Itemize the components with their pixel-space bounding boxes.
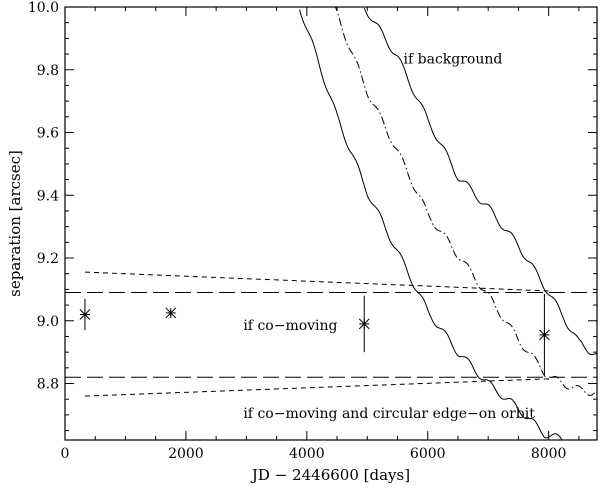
x-tick-label: 6000 — [410, 446, 446, 462]
series-line-solid — [299, 9, 563, 440]
data-point — [165, 307, 177, 319]
series-line-short-dashed — [84, 271, 549, 292]
annotation-label: if co−moving — [243, 318, 337, 334]
data-point — [539, 294, 550, 376]
y-axis-label: separation [arcsec] — [6, 150, 24, 297]
y-tick-label: 9.8 — [37, 63, 59, 79]
annotation-label: if co−moving and circular edge−on orbit — [243, 406, 535, 422]
x-axis-label: JD − 2446600 [days] — [250, 466, 410, 484]
series-line-short-dashed — [84, 378, 549, 397]
y-tick-label: 9.6 — [37, 126, 59, 142]
annotation-label: if background — [404, 51, 503, 67]
y-tick-label: 9.4 — [37, 188, 59, 204]
series-line-dash-dot — [334, 7, 597, 396]
y-tick-label: 9.2 — [37, 251, 59, 267]
plot-frame — [64, 6, 598, 441]
plot-layer — [65, 7, 597, 440]
x-tick-label: 2000 — [168, 446, 204, 462]
data-point — [358, 295, 370, 353]
y-tick-label: 9.0 — [37, 314, 59, 330]
y-tick-label: 10.0 — [28, 0, 59, 16]
x-tick-label: 4000 — [289, 446, 325, 462]
x-tick-label: 0 — [61, 446, 70, 462]
axes-layer: 0 2000 4000 6000 8000 8.8 9.0 9.2 9.4 9.6 9.8 10.0 J… — [6, 0, 598, 484]
x-tick-label: 8000 — [531, 446, 567, 462]
y-tick-label: 8.8 — [37, 377, 59, 393]
series-line-solid — [363, 8, 597, 356]
data-point — [79, 298, 91, 331]
